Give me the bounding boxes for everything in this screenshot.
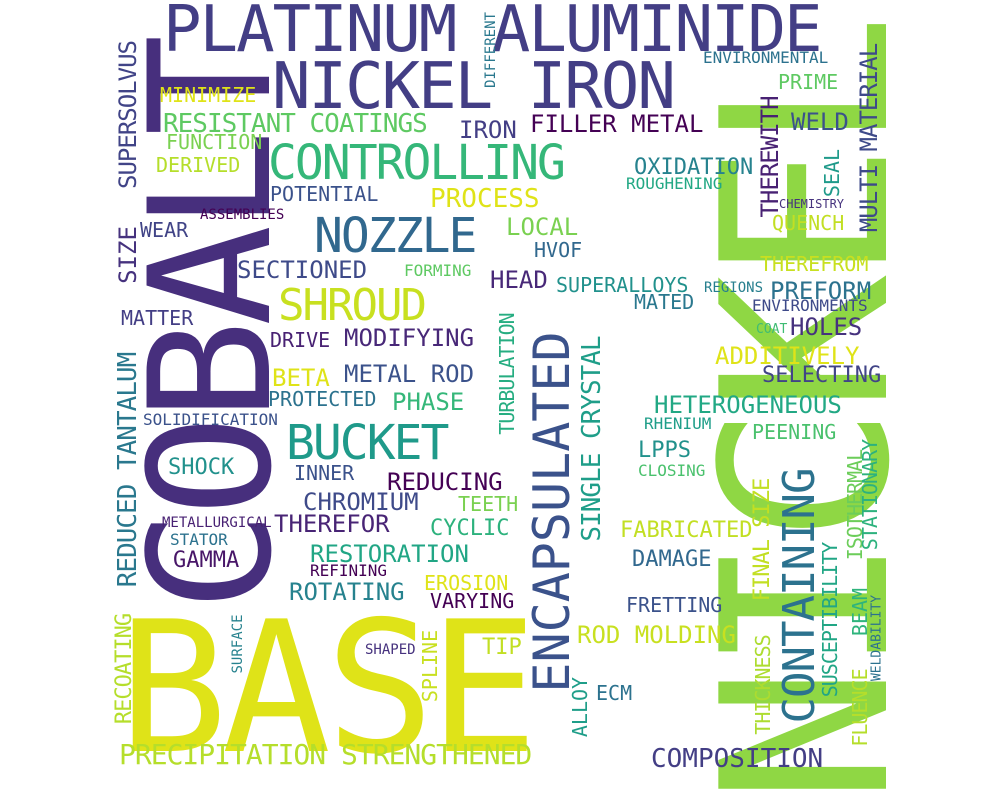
word-rhenium: RHENIUM (644, 414, 712, 433)
word-fabricated: FABRICATED (620, 518, 753, 543)
word-superalloys: SUPERALLOYS (556, 273, 689, 297)
word-derived: DERIVED (156, 153, 241, 177)
word-seal: SEAL (820, 148, 844, 198)
word-reducing: REDUCING (387, 468, 503, 496)
word-damage: DAMAGE (632, 547, 712, 572)
word-fluence: FLUENCE (848, 669, 872, 747)
word-additively: ADDITIVELY (715, 342, 860, 370)
word-base: BASE (118, 582, 538, 794)
word-refining: REFINING (310, 561, 388, 580)
word-shroud: SHROUD (278, 280, 427, 331)
word-turbulation: TURBULATION (495, 313, 519, 435)
word-nozzle: NOZZLE (314, 208, 477, 264)
word-shock: SHOCK (168, 455, 235, 480)
word-rod-molding: ROD MOLDING (577, 621, 736, 649)
word-metallurgical: METALLURGICAL (162, 515, 272, 531)
word-holes: HOLES (790, 313, 863, 341)
word-tip: TIP (482, 635, 522, 660)
word-gamma: GAMMA (173, 548, 240, 573)
word-reduced-tantalum: REDUCED TANTALUM (113, 352, 143, 588)
word-erosion: EROSION (424, 571, 509, 595)
word-single-crystal: SINGLE CRYSTAL (577, 336, 607, 542)
word-size: SIZE (114, 226, 142, 284)
word-precipitation-strengthened: PRECIPITATION STRENGTHENED (119, 738, 532, 771)
word-potential: POTENTIAL (270, 182, 379, 206)
word-environmental: ENVIRONMENTAL (703, 48, 829, 67)
word-nickel-iron: NICKEL IRON (272, 50, 676, 124)
word-restoration: RESTORATION (310, 540, 469, 568)
word-prime: PRIME (778, 70, 839, 94)
word-function: FUNCTION (166, 130, 263, 154)
word-drive: DRIVE (270, 328, 331, 352)
word-spline: SPLINE (418, 629, 442, 703)
word-iron: IRON (459, 116, 517, 144)
word-protected: PROTECTED (268, 387, 377, 411)
word-ecm: ECM (596, 681, 633, 705)
word-heterogeneous: HETEROGENEOUS (654, 391, 842, 419)
word-selecting: SELECTING (762, 363, 882, 388)
word-composition: COMPOSITION (651, 744, 824, 774)
word-controlling: CONTROLLING (268, 135, 566, 191)
word-therefrom: THEREFROM (760, 252, 869, 276)
word-varying: VARYING (430, 589, 515, 613)
word-filler-metal: FILLER METAL (530, 110, 704, 138)
word-phase: PHASE (392, 388, 465, 416)
word-metal-rod: METAL ROD (344, 360, 475, 388)
word-mated: MATED (634, 290, 695, 314)
word-regions: REGIONS (704, 280, 764, 296)
word-closing: CLOSING (638, 461, 706, 480)
word-quench: QUENCH (772, 211, 845, 235)
word-resistant-coatings: RESISTANT COATINGS (163, 109, 428, 139)
word-stationary: STATIONARY (858, 439, 882, 551)
word-preform: PREFORM (770, 277, 872, 305)
word-cyclic: CYCLIC (430, 516, 510, 541)
word-process: PROCESS (430, 184, 540, 214)
word-inner: INNER (294, 461, 355, 485)
word-fretting: FRETTING (626, 593, 723, 617)
word-rotating: ROTATING (289, 578, 405, 606)
word-weld: WELD (791, 108, 849, 136)
word-solidification: SOLIDIFICATION (143, 410, 278, 429)
word-bucket: BUCKET (286, 415, 449, 471)
word-head: HEAD (490, 266, 548, 294)
word-modifying: MODIFYING (344, 324, 475, 352)
word-platinum-aluminide: PLATINUM ALUMINIDE (163, 0, 823, 67)
word-beam: BEAM (848, 587, 872, 637)
word-alloy: ALLOY (568, 676, 592, 738)
word-chromium: CHROMIUM (303, 488, 419, 516)
word-local: LOCAL (506, 213, 579, 241)
word-oxidation: OXIDATION (634, 155, 754, 180)
word-peening: PEENING (752, 420, 837, 444)
word-minimize: MINIMIZE (160, 83, 257, 107)
word-different: DIFFERENT (483, 12, 499, 88)
word-roughening: ROUGHENING (626, 174, 723, 193)
word-wear: WEAR (140, 218, 189, 242)
word-environments: ENVIRONMENTS (752, 296, 868, 315)
word-lpps: LPPS (638, 438, 691, 463)
word-forming: FORMING (404, 261, 472, 280)
word-multi-material: MULTI MATERIAL (855, 43, 883, 233)
word-teeth: TEETH (458, 492, 519, 516)
word-susceptibility: SUSCEPTIBILITY (818, 542, 842, 698)
word-matter: MATTER (121, 306, 194, 330)
word-chemistry: CHEMISTRY (779, 197, 845, 211)
word-supersolvus: SUPERSOLVUS (114, 41, 142, 189)
word-thickness: THICKNESS (751, 635, 775, 735)
word-coat: COAT (756, 322, 788, 337)
word-stator: STATOR (170, 530, 228, 549)
word-surface: SURFACE (230, 614, 246, 674)
word-sectioned: SECTIONED (237, 256, 368, 284)
word-encapsulated: ENCAPSULATED (523, 331, 581, 693)
word-recoating: RECOATING (112, 613, 137, 725)
word-hvof: HVOF (534, 238, 583, 262)
word-shaped: SHAPED (365, 642, 416, 658)
word-weldability: WELDABILITY (869, 594, 885, 682)
word-assemblies: ASSEMBLIES (200, 207, 285, 223)
word-therefor: THEREFOR (274, 510, 390, 538)
word-containing: CONTAINING (774, 468, 825, 724)
word-final-size: FINAL SIZE (750, 478, 775, 602)
word-beta: BETA (272, 364, 330, 392)
